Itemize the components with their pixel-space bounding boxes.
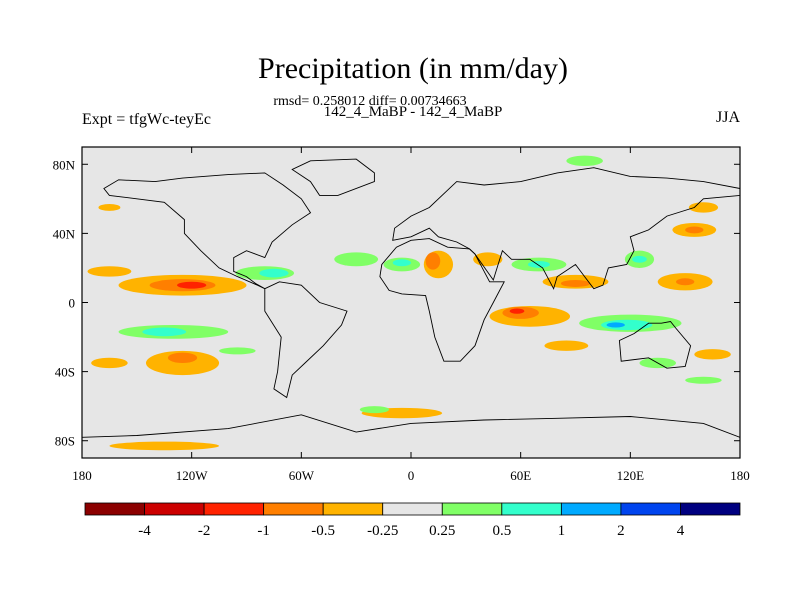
stats-line: rmsd= 0.258012 diff= 0.00734663 <box>273 94 467 109</box>
anomaly-east-pacific-wet-core <box>259 268 289 278</box>
coastline-greenland <box>291 158 375 196</box>
y-tick-label: 40N <box>53 226 76 241</box>
anomaly-maritime-continent-wet-peak <box>606 322 625 328</box>
coastline-eurasia <box>392 167 740 290</box>
anomaly-south-asia-dry-core <box>560 280 591 287</box>
anomaly-south-pacific-wet-core <box>142 327 187 337</box>
coastline-layer <box>82 158 740 458</box>
coastline-north-america <box>103 172 312 290</box>
anomaly-arabian-dry <box>473 252 503 267</box>
colorbar-label: 0.5 <box>492 523 511 539</box>
season-label: JJA <box>715 109 740 126</box>
anomaly-central-pacific-itcz-dry-peak <box>177 281 207 289</box>
x-tick-label: 60W <box>289 468 315 483</box>
anomaly-india-wet-core <box>527 261 550 268</box>
x-tick-label: 180 <box>730 468 750 483</box>
colorbar-swatch <box>441 502 503 516</box>
coastline-south-america <box>264 281 348 399</box>
anomaly-arctic-wet <box>566 155 603 167</box>
coastline-antarctica <box>82 414 740 458</box>
anomaly-west-pacific-north-dry-core <box>676 278 695 286</box>
colorbar-swatch <box>322 502 384 516</box>
y-tick-label: 80N <box>53 157 76 172</box>
experiment-label: Expt = tfgWc-teyEc <box>82 111 211 128</box>
case-line: 142_4_MaBP - 142_4_MaBP <box>323 104 503 120</box>
anomaly-southern-ocean-dry <box>109 441 220 451</box>
x-tick-label: 0 <box>408 468 415 483</box>
colorbar-swatch <box>203 502 265 516</box>
anomaly-south-pacific-dry-core <box>167 352 198 363</box>
colorbar-label: -4 <box>138 523 151 539</box>
colorbar-swatch <box>382 502 443 516</box>
colorbar-swatch <box>144 502 205 516</box>
anomaly-southern-ocean-wet <box>359 406 390 414</box>
anomaly-north-pacific-dry-east <box>688 202 719 213</box>
colorbar-swatch <box>680 502 741 516</box>
anomaly-layer <box>87 155 731 451</box>
colorbar-label: -0.25 <box>367 523 398 539</box>
anomaly-west-pacific-itcz-dry <box>87 266 132 277</box>
anomaly-east-pacific-south-dry <box>694 349 731 360</box>
chart-title: Precipitation (in mm/day) <box>258 52 568 85</box>
colorbar-swatch <box>620 502 681 516</box>
y-tick-label: 40S <box>55 365 75 380</box>
colorbar-swatch <box>84 502 145 516</box>
anomaly-west-africa-dry-core <box>425 252 441 270</box>
coastline-africa <box>379 238 505 362</box>
colorbar-swatch <box>560 502 622 516</box>
anomaly-sahel-wet-core <box>392 259 411 267</box>
anomaly-north-pacific-dry <box>98 204 121 211</box>
anomaly-south-pacific-dry <box>145 350 220 376</box>
anomaly-indian-ocean-dry-peak <box>509 308 525 314</box>
colorbar: -4 -2 -1 -0.5 -0.25 0.25 0.5 1 2 4 <box>84 502 741 539</box>
x-tick-label: 120E <box>617 468 645 483</box>
coastline-australia <box>618 321 692 369</box>
anomaly-southeast-pacific-dry <box>91 357 128 369</box>
colorbar-swatch <box>263 502 324 516</box>
y-tick-label: 0 <box>69 296 76 311</box>
colorbar-label: 0.25 <box>429 523 455 539</box>
anomaly-east-asia-wet-core <box>632 255 647 263</box>
colorbar-label: 1 <box>558 523 566 539</box>
x-tick-label: 120W <box>176 468 209 483</box>
anomaly-kuroshio-dry-core <box>685 226 704 234</box>
colorbar-swatch <box>501 502 562 516</box>
colorbar-label: -2 <box>198 523 211 539</box>
colorbar-label: -1 <box>257 523 270 539</box>
axis-ticks: 180 120W 60W 0 60E 120E 180 80N 40N 0 40S 80S <box>53 147 750 483</box>
x-tick-label: 180 <box>72 468 92 483</box>
anomaly-south-indian-dry <box>544 340 589 351</box>
anomaly-southern-ocean-wet-east <box>685 376 722 384</box>
y-tick-label: 80S <box>55 434 75 449</box>
colorbar-label: 4 <box>677 523 685 539</box>
anomaly-atlantic-wet <box>334 252 379 267</box>
colorbar-label: -0.5 <box>311 523 335 539</box>
colorbar-label: 2 <box>617 523 625 539</box>
anomaly-southwest-pacific-wet <box>219 347 256 355</box>
map-background <box>82 147 740 458</box>
anomaly-maritime-continent-wet-core <box>601 319 653 331</box>
x-tick-label: 60E <box>510 468 531 483</box>
